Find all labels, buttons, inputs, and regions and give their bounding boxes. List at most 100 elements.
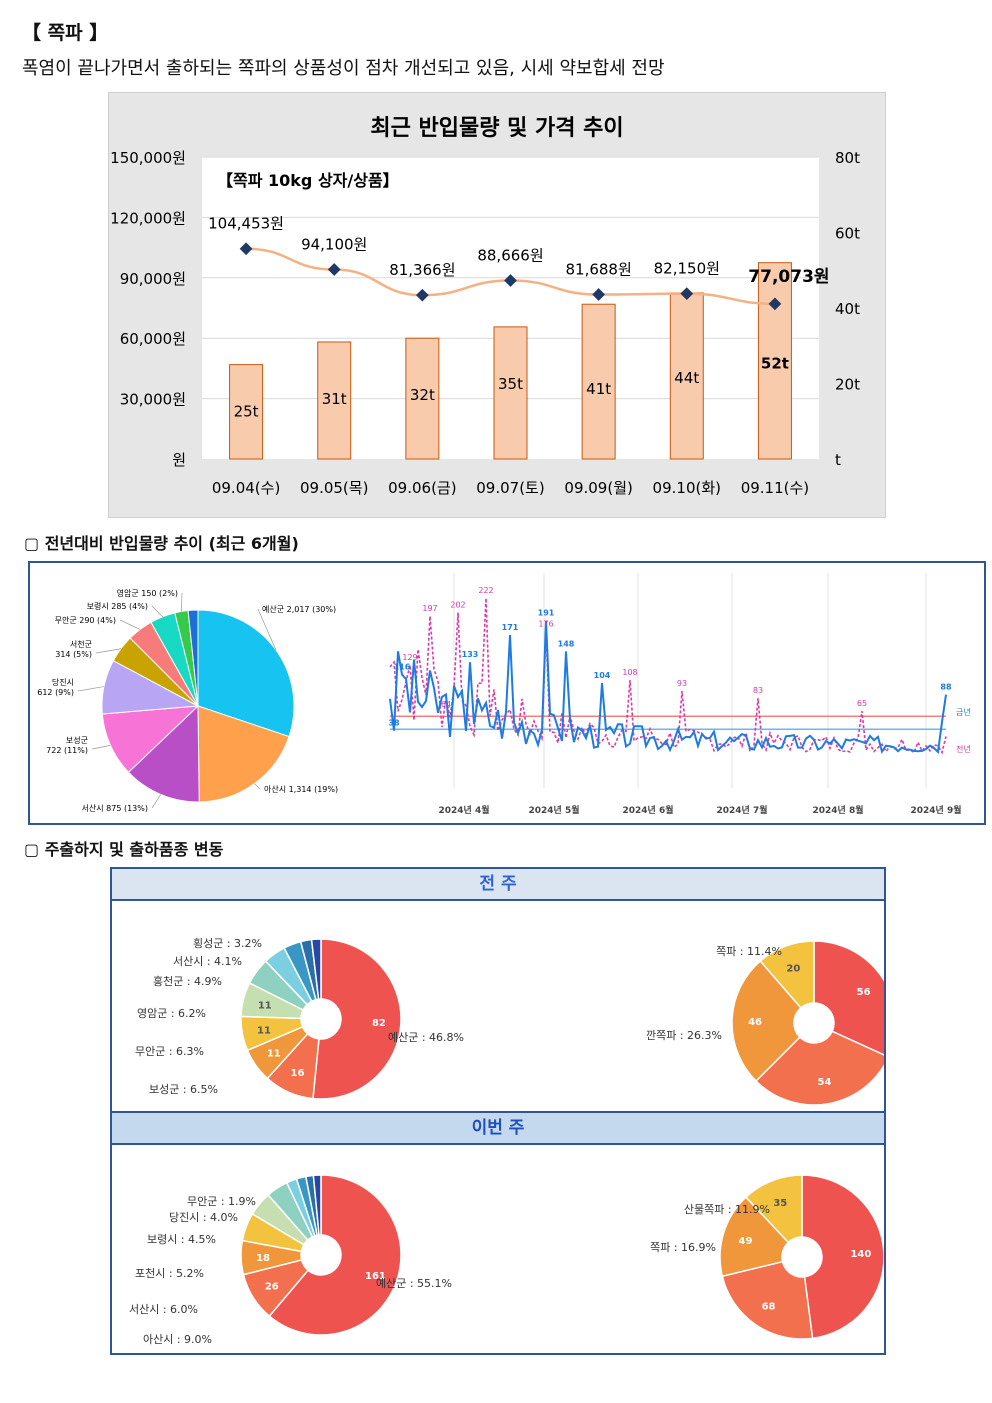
- volume-label: 44t: [674, 369, 699, 387]
- legend-cur: 금년: [956, 707, 971, 717]
- donut-slice: [744, 1174, 803, 1244]
- prev-peak-label: 93: [677, 679, 687, 688]
- donut-label: 횡성군 : 3.2%: [193, 937, 262, 950]
- cur-peak-label: 133: [462, 650, 479, 659]
- volume-bar: [229, 364, 264, 460]
- right-tick-label: 80t: [835, 149, 860, 167]
- donut-slice: [312, 938, 402, 1100]
- pie-slice: [127, 704, 200, 803]
- pie-leader: [151, 605, 163, 618]
- donut-value: 11: [267, 1049, 281, 1060]
- origin-share-pie: 예산군 2,017 (30%) 아산시 1,314 (19%) 서산시 875 (1…: [37, 588, 338, 813]
- donut-label: 홍천군 : 4.9%: [153, 974, 222, 988]
- volume-bar: [757, 262, 792, 460]
- x-tick-label: 2024년 7월: [716, 804, 767, 816]
- prev-peak-label: 64: [441, 700, 451, 709]
- prev-peak-label: 202: [450, 601, 465, 610]
- donut-value: 26: [265, 1282, 279, 1293]
- volume-bar: [317, 341, 352, 460]
- prev-peak-label: 108: [622, 668, 637, 677]
- price-label: 104,453원: [208, 215, 284, 233]
- donut-slice: [268, 1174, 402, 1336]
- pie-slice: [197, 705, 290, 803]
- donut-label: 무안군 : 6.3%: [135, 1045, 204, 1058]
- yoy-line-chart: 2024년 4월 2024년 5월 2024년 6월 2024년 7월 2024년 8월…: [388, 573, 971, 816]
- category-label: 09.07(토): [476, 479, 544, 497]
- donut-label: 보령시 : 4.5%: [147, 1233, 216, 1246]
- category-label: 09.05(목): [300, 479, 368, 497]
- donut-value: 46: [748, 1017, 762, 1028]
- donut-label: 당진시 : 4.0%: [169, 1211, 238, 1224]
- cur-peak-label: 104: [594, 671, 611, 680]
- volume-bar: [669, 292, 704, 460]
- donut-label: 예산군 : 55.1%: [376, 1277, 452, 1290]
- right-tick-label: t: [835, 451, 841, 469]
- x-tick-label: 2024년 4월: [438, 804, 489, 816]
- donut-value: 35: [773, 1198, 787, 1209]
- price-label: 77,073원: [748, 267, 829, 287]
- pie-label: 서천군 314 (5%): [55, 639, 92, 659]
- donut-label: 영암군 : 6.2%: [137, 1007, 206, 1020]
- pie-leader: [151, 794, 162, 809]
- pie-leader: [95, 648, 121, 654]
- category-label: 09.09(월): [564, 479, 632, 497]
- pie-label: 당진시 612 (9%): [37, 677, 74, 697]
- right-tick-label: 40t: [835, 300, 860, 318]
- price-label: 81,688원: [565, 261, 631, 279]
- donut-slice: [731, 959, 802, 1083]
- cur-peak-label: 88: [940, 683, 952, 692]
- donut-value: 56: [857, 987, 871, 998]
- donut-label: 서산시 : 6.0%: [129, 1303, 198, 1316]
- pie-leader: [91, 745, 111, 750]
- pie-slice: [187, 609, 199, 707]
- donut-slice: [310, 938, 322, 1000]
- pie-label: 영암군 150 (2%): [117, 588, 178, 598]
- price-volume-chart: 최근 반입물량 및 가격 추이 【쪽파 10kg 상자/상품】 150,000원 12…: [110, 116, 860, 497]
- price-label: 82,150원: [654, 260, 720, 278]
- x-tick-label: 2024년 9월: [910, 804, 961, 816]
- cur-year-line: [389, 620, 947, 754]
- price-label: 94,100원: [301, 236, 367, 254]
- donut-label: 깐쪽파 : 26.3%: [646, 1029, 722, 1042]
- volume-label: 32t: [410, 386, 435, 404]
- pie-leader: [119, 619, 141, 630]
- donut-slice: [312, 1174, 322, 1236]
- chart-inner-label: 【쪽파 10kg 상자/상품】: [217, 171, 399, 190]
- donut-value: 11: [258, 1001, 272, 1012]
- donut-slice: [721, 1260, 814, 1340]
- donut-label: 포천시 : 5.2%: [135, 1266, 204, 1280]
- donut-slice: [759, 940, 815, 1009]
- cur-peak-label: 171: [502, 623, 519, 632]
- left-tick-label: 150,000원: [110, 149, 186, 167]
- category-label: 09.06(금): [388, 479, 456, 497]
- category-label: 09.10(화): [653, 479, 721, 497]
- cur-peak-label: 191: [538, 608, 555, 617]
- trend-box: 예산군 2,017 (30%) 아산시 1,314 (19%) 서산시 875 (1…: [28, 561, 986, 825]
- right-tick-label: 60t: [835, 225, 860, 243]
- volume-bar: [405, 337, 440, 460]
- donut-slice: [813, 940, 884, 1056]
- donut-slice: [801, 1174, 884, 1340]
- pie-label: 예산군 2,017 (30%): [262, 604, 336, 614]
- volume-bar: [493, 326, 528, 460]
- volume-label: 41t: [586, 380, 611, 398]
- left-tick-label: 90,000원: [120, 270, 186, 288]
- x-tick-label: 2024년 8월: [812, 804, 863, 816]
- pie-label: 보령시 285 (4%): [87, 602, 148, 611]
- volume-label: 25t: [234, 403, 259, 421]
- prev-peak-label: 129: [402, 653, 417, 662]
- left-tick-label: 60,000원: [120, 330, 186, 348]
- donut-value: 11: [257, 1026, 271, 1037]
- trend-section-title: ▢ 전년대비 반입물량 추이 (최근 6개월): [24, 534, 299, 553]
- pie-slice: [197, 609, 295, 738]
- cur-peak-label: 148: [558, 639, 575, 648]
- price-marker: [239, 242, 253, 256]
- prev-peak-label: 197: [422, 604, 437, 613]
- left-tick-label: 원: [172, 451, 186, 469]
- donut-label: 서산시 : 4.1%: [173, 955, 242, 968]
